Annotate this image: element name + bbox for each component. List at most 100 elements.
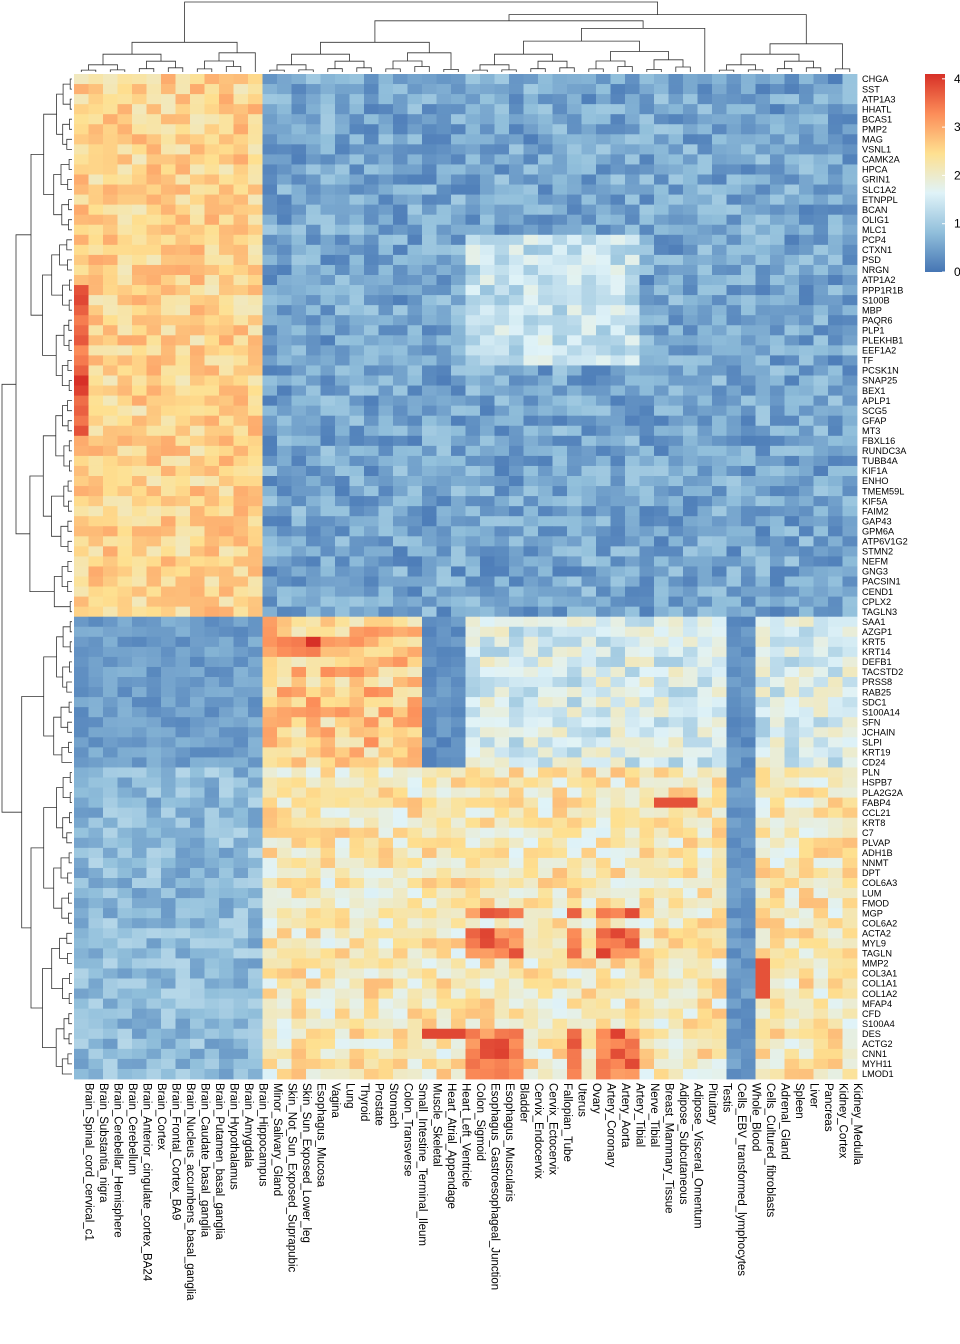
heatmap-cell [320,94,336,105]
heatmap-cell [697,455,713,467]
heatmap-cell [248,234,263,246]
heatmap-cell [378,365,394,376]
heatmap-cell [335,576,350,587]
heatmap-cell [132,666,147,678]
heatmap-cell [828,566,843,577]
heatmap-cell [581,888,597,899]
heatmap-cell [581,134,597,145]
heatmap-cell [639,777,655,788]
heatmap-cell [509,516,524,527]
heatmap-cell [117,154,133,165]
heatmap-cell [639,204,655,216]
heatmap-cell [378,596,394,608]
heatmap-cell [523,74,539,85]
heatmap-cell [523,918,539,929]
heatmap-cell [248,777,263,788]
heatmap-cell [117,888,133,899]
heatmap-cell [625,295,640,306]
heatmap-cell [146,616,162,628]
heatmap-cell [770,827,785,839]
heatmap-cell [596,244,611,256]
heatmap-cell [436,616,452,628]
heatmap-cell [683,315,698,326]
heatmap-cell [320,707,336,718]
heatmap-cell [697,445,713,457]
heatmap-cell [654,425,669,437]
heatmap-cell [480,355,495,366]
heatmap-cell [494,626,510,638]
heatmap-cell [726,254,742,266]
heatmap-cell [567,666,582,678]
heatmap-cell [378,325,394,336]
heatmap-cell [175,516,191,527]
heatmap-cell [204,526,220,537]
heatmap-cell [306,365,321,376]
heatmap-cell [755,847,771,859]
heatmap-cell [175,666,191,678]
heatmap-cell [233,325,249,336]
heatmap-cell [784,827,800,839]
heatmap-cell [451,164,466,175]
heatmap-cell [422,687,437,698]
heatmap-cell [248,787,263,798]
heatmap-cell [190,636,205,648]
heatmap-cell [117,757,133,768]
heatmap-cell [393,616,408,628]
heatmap-cell [683,928,698,939]
heatmap-cell [335,355,350,366]
heatmap-cell [190,938,205,949]
heatmap-cell [335,837,350,849]
heatmap-cell [639,375,655,386]
heatmap-cell [190,445,205,457]
heatmap-cell [625,385,640,396]
heatmap-cell [538,536,553,547]
heatmap-cell [378,526,394,537]
heatmap-cell [741,154,756,165]
heatmap-cell [88,164,104,175]
heatmap-cell [712,576,727,587]
heatmap-cell [219,918,234,929]
heatmap-cell [219,465,234,477]
heatmap-cell [755,405,771,417]
heatmap-cell [378,244,394,256]
heatmap-cell [610,445,626,457]
heatmap-cell [103,847,118,859]
heatmap-cell [755,687,771,698]
heatmap-cell [509,717,524,728]
heatmap-cell [451,586,466,597]
heatmap-cell [581,626,597,638]
heatmap-cell [755,234,771,246]
heatmap-cell [523,968,539,979]
heatmap-cell [770,837,785,849]
heatmap-cell [596,847,611,859]
heatmap-cell [378,375,394,386]
heatmap-cell [799,536,814,547]
heatmap-cell [813,305,829,316]
heatmap-cell [683,486,698,497]
heatmap-cell [175,807,191,819]
heatmap-cell [567,455,582,467]
heatmap-cell [697,124,713,135]
heatmap-cell [306,616,321,628]
heatmap-cell [770,134,785,145]
heatmap-cell [494,847,510,859]
heatmap-cell [277,174,292,185]
heatmap-cell [291,898,307,909]
row-dendrogram-branch [69,78,72,90]
heatmap-cell [828,445,843,457]
heatmap-cell [726,455,742,467]
heatmap-cell [697,415,713,427]
heatmap-cell [538,264,553,276]
heatmap-cell [407,254,423,266]
heatmap-cell [436,134,452,145]
heatmap-cell [639,616,655,628]
heatmap-cell [697,827,713,839]
heatmap-cell [262,415,278,427]
heatmap-cell [755,697,771,708]
heatmap-cell [248,928,263,939]
heatmap-cell [828,345,843,356]
heatmap-cell [74,606,89,618]
heatmap-cell [451,114,466,125]
heatmap-cell [88,285,104,296]
heatmap-cell [770,345,785,356]
